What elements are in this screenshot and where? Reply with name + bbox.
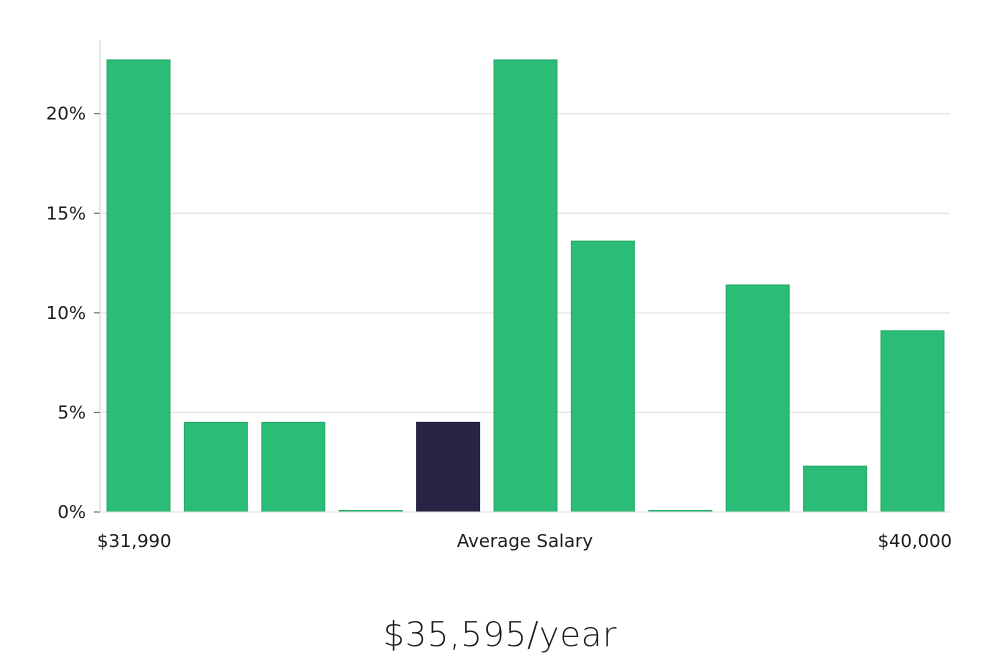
histogram-bar	[261, 421, 326, 513]
axis-layer	[94, 40, 950, 513]
histogram-bar-highlighted	[416, 421, 481, 513]
x-label-min: $31,990	[97, 531, 171, 552]
y-tick-label: 0%	[57, 502, 86, 523]
histogram-bar	[106, 59, 171, 513]
histogram-bar	[803, 465, 868, 513]
x-axis-title: Average Salary	[457, 531, 594, 552]
histogram-bar	[493, 59, 558, 513]
x-axis-labels: $31,990 Average Salary $40,000	[97, 531, 952, 552]
x-label-max: $40,000	[878, 531, 952, 552]
y-tick-label: 10%	[46, 303, 86, 324]
histogram-bar	[183, 421, 248, 513]
y-tick-labels: 0% 5% 10% 15% 20%	[46, 104, 86, 523]
histogram-bar	[725, 284, 790, 513]
y-tick-label: 5%	[57, 402, 86, 423]
y-tick-label: 20%	[46, 104, 86, 125]
bars-layer	[106, 59, 945, 513]
average-salary-value: $35,595/year	[383, 615, 617, 655]
histogram-bar	[570, 240, 635, 513]
histogram-bar	[880, 330, 945, 513]
y-tick-label: 15%	[46, 203, 86, 224]
